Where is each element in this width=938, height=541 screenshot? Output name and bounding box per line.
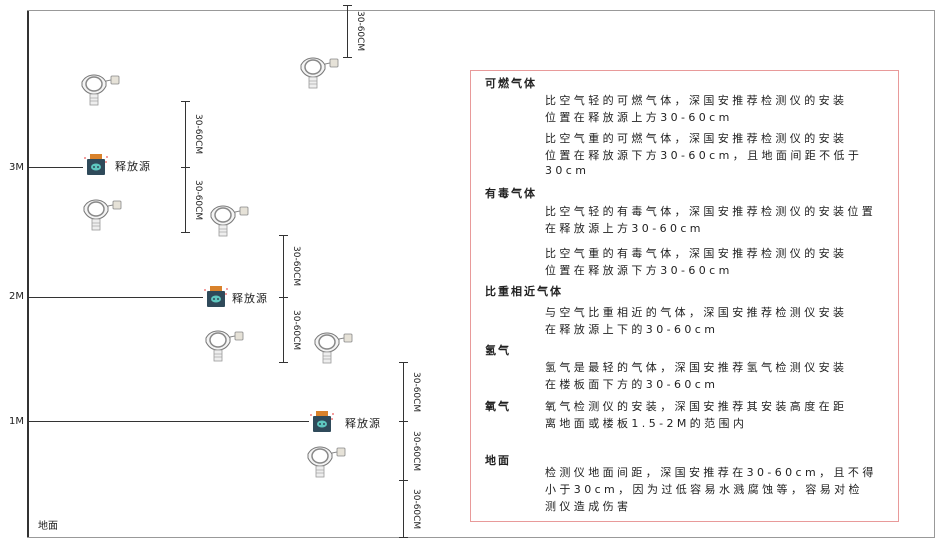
section-text-line: 比空气重的有毒气体，深国安推荐检测仪的安装: [545, 247, 848, 260]
gas-detector-icon: [83, 199, 122, 231]
release-source-icon: [84, 154, 108, 175]
release-source-label: 释放源: [232, 292, 268, 305]
dimension-line: [185, 101, 186, 167]
gas-detector-icon: [205, 330, 244, 362]
section-text-line: 氧气检测仪的安装，深国安推荐其安装高度在距: [545, 400, 848, 413]
dimension-line: [403, 421, 404, 480]
dimension-label: 30-60CM: [291, 246, 301, 287]
section-text-line: 在释放源上方30-60cm: [545, 222, 704, 235]
release-source-label: 释放源: [115, 160, 151, 173]
dimension-tick: [181, 232, 190, 233]
section-text-line: 比空气轻的可燃气体，深国安推荐检测仪的安装: [545, 94, 848, 107]
dimension-tick: [399, 480, 408, 481]
dimension-tick: [181, 101, 190, 102]
section-heading: 比重相近气体: [485, 285, 563, 298]
dimension-line: [283, 235, 284, 297]
gas-detector-icon: [314, 332, 353, 364]
right-frame-line: [934, 10, 935, 538]
section-heading: 有毒气体: [485, 187, 537, 200]
level-3m-label: 3M: [9, 162, 24, 173]
level-2m-line: [27, 297, 203, 298]
dimension-label: 30-60CM: [411, 488, 421, 529]
section-text-line: 位置在释放源下方30-60cm: [545, 264, 733, 277]
section-text-line: 与空气比重相近的气体，深国安推荐检测仪安装: [545, 306, 848, 319]
level-3m-line: [27, 167, 83, 168]
dimension-tick: [279, 235, 288, 236]
wall-line: [27, 10, 29, 538]
dimension-tick: [181, 167, 190, 168]
dimension-label: 30-60CM: [291, 309, 301, 350]
dimension-label: 30-60CM: [411, 430, 421, 471]
dimension-tick: [343, 5, 352, 6]
section-text-line: 在楼板面下方的30-60cm: [545, 378, 719, 391]
dimension-line: [283, 297, 284, 362]
section-text-line: 检测仪地面间距，深国安推荐在30-60cm，且不得: [545, 466, 877, 479]
level-2m-label: 2M: [9, 291, 24, 302]
section-text-line: 位置在释放源下方30-60cm，且地面间距不低于: [545, 149, 863, 162]
floor-line: [27, 537, 935, 538]
release-source-icon: [204, 286, 228, 307]
dimension-label: 30-60CM: [355, 11, 365, 52]
ground-label: 地面: [38, 521, 58, 532]
section-text-line: 30cm: [545, 164, 590, 177]
dimension-line: [347, 5, 348, 57]
gas-detector-icon: [307, 446, 346, 478]
section-text-line: 测仪造成伤害: [545, 500, 632, 513]
section-heading: 地面: [485, 454, 511, 467]
section-heading: 氧气: [485, 400, 511, 413]
section-text-line: 比空气重的可燃气体，深国安推荐检测仪的安装: [545, 132, 848, 145]
section-heading: 氢气: [485, 344, 511, 357]
gas-detector-icon: [300, 57, 339, 89]
dimension-line: [403, 362, 404, 421]
section-text-line: 在释放源上下的30-60cm: [545, 323, 719, 336]
dimension-tick: [399, 421, 408, 422]
section-text-line: 氢气是最轻的气体，深国安推荐氢气检测仪安装: [545, 361, 848, 374]
gas-detector-icon: [210, 205, 249, 237]
dimension-tick: [279, 362, 288, 363]
dimension-label: 30-60CM: [193, 114, 203, 155]
release-source-label: 释放源: [345, 417, 381, 430]
section-heading: 可燃气体: [485, 77, 537, 90]
dimension-tick: [279, 297, 288, 298]
section-text-line: 比空气轻的有毒气体，深国安推荐检测仪的安装位置: [545, 205, 877, 218]
level-1m-label: 1M: [9, 416, 24, 427]
dimension-tick: [343, 57, 352, 58]
dimension-line: [403, 480, 404, 537]
section-text-line: 离地面或楼板1.5-2M的范围内: [545, 417, 748, 430]
section-text-line: 小于30cm，因为过低容易水溅腐蚀等，容易对检: [545, 483, 863, 496]
dimension-tick: [399, 362, 408, 363]
ceiling-line: [27, 10, 935, 11]
dimension-line: [185, 167, 186, 232]
gas-detector-icon: [81, 74, 120, 106]
info-box: 可燃气体 比空气轻的可燃气体，深国安推荐检测仪的安装 位置在释放源上方30-60cm…: [470, 70, 899, 522]
section-text-line: 位置在释放源上方30-60cm: [545, 111, 733, 124]
release-source-icon: [310, 411, 334, 432]
dimension-tick: [399, 537, 408, 538]
dimension-label: 30-60CM: [411, 371, 421, 412]
level-1m-line: [27, 421, 309, 422]
dimension-label: 30-60CM: [193, 179, 203, 220]
